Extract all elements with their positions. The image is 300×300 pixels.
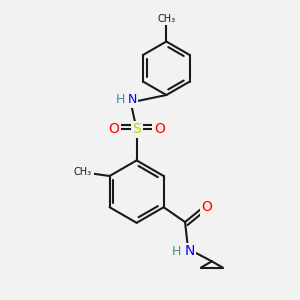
Text: H: H <box>172 245 182 258</box>
Text: O: O <box>109 122 119 136</box>
Text: CH₃: CH₃ <box>74 167 92 176</box>
Text: O: O <box>154 122 165 136</box>
Text: S: S <box>132 122 141 136</box>
Text: O: O <box>201 200 212 214</box>
Text: CH₃: CH₃ <box>157 14 176 24</box>
Text: N: N <box>128 93 137 106</box>
Text: H: H <box>116 93 125 106</box>
Text: N: N <box>184 244 195 258</box>
